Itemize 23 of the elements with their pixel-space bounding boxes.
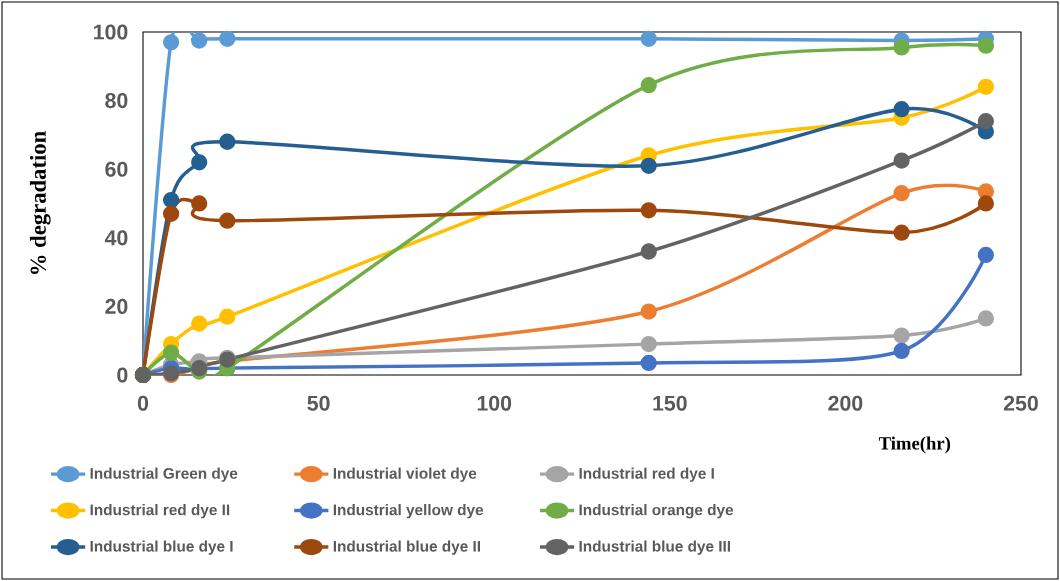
legend-label: Industrial Green dye bbox=[90, 467, 238, 482]
legend-label: Industrial red dye II bbox=[90, 504, 230, 519]
y-tick-label: 20 bbox=[105, 298, 128, 314]
y-axis-title: % degradation bbox=[29, 131, 51, 274]
x-tick-label: 250 bbox=[1003, 395, 1038, 411]
legend-label: Industrial blue dye II bbox=[333, 540, 480, 555]
y-tick-label: 0 bbox=[117, 367, 128, 383]
x-tick-label: 100 bbox=[477, 395, 512, 411]
legend-label: Industrial blue dye III bbox=[579, 540, 731, 555]
x-tick-label: 0 bbox=[137, 395, 149, 411]
x-tick-label: 200 bbox=[828, 395, 863, 411]
legend-label: Industrial blue dye I bbox=[90, 540, 233, 555]
x-tick-label: 150 bbox=[653, 395, 687, 411]
y-tick-label: 40 bbox=[104, 230, 128, 246]
legend-label: Industrial orange dye bbox=[579, 504, 734, 519]
y-tick-label: 80 bbox=[105, 93, 128, 109]
legend-label: Industrial violet dye bbox=[333, 467, 477, 482]
legend-label: Industrial yellow dye bbox=[333, 504, 484, 519]
y-tick-label: 60 bbox=[105, 161, 128, 177]
y-tick-label: 100 bbox=[94, 24, 128, 40]
legend-label: Industrial red dye I bbox=[579, 467, 714, 482]
x-axis-title: Time(hr) bbox=[878, 436, 951, 454]
x-tick-label: 50 bbox=[307, 395, 330, 411]
